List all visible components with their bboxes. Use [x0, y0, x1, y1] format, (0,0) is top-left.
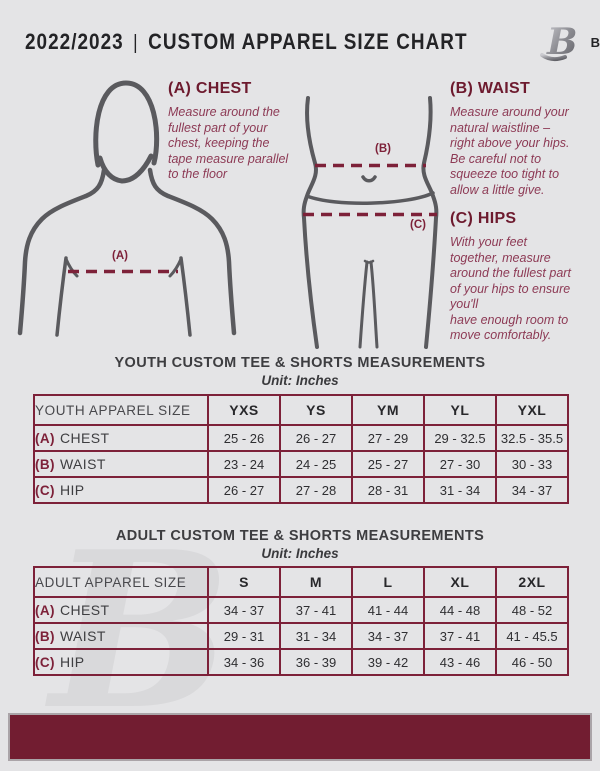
logo-swoosh [539, 53, 567, 62]
brand-name: BREAKAWAY [591, 35, 600, 50]
column-header: YS [279, 394, 353, 426]
row-name: CHEST [59, 602, 110, 618]
row-prefix: (B) [35, 457, 55, 472]
cell-value: 37 - 41 [423, 622, 497, 650]
column-header: YXL [495, 394, 569, 426]
cell-value: 29 - 32.5 [423, 424, 497, 452]
row-label: (B) WAIST [33, 450, 209, 478]
row-name: WAIST [59, 628, 106, 644]
cell-value: 26 - 27 [279, 424, 353, 452]
cell-value: 27 - 29 [351, 424, 425, 452]
cell-value: 31 - 34 [423, 476, 497, 504]
cell-value: 44 - 48 [423, 596, 497, 624]
cell-value: 34 - 37 [351, 622, 425, 650]
column-header: M [279, 566, 353, 598]
logo-letter: B [546, 21, 577, 63]
adult-section-title: ADULT CUSTOM TEE & SHORTS MEASUREMENTS [115, 528, 485, 544]
waist-guide: (B) WAIST Measure around your natural wa… [450, 80, 592, 198]
chest-description: Measure around the fullest part of your … [168, 105, 289, 181]
title-text: CUSTOM APPAREL SIZE CHART [148, 29, 468, 54]
season-text: 2022/2023 [25, 29, 124, 54]
row-label: (C) HIP [33, 648, 209, 676]
table-header-row: YOUTH APPAREL SIZE YXS YS YM YL YXL [33, 394, 569, 426]
cell-value: 32.5 - 35.5 [495, 424, 569, 452]
column-header: 2XL [495, 566, 569, 598]
cell-value: 41 - 44 [351, 596, 425, 624]
row-prefix: (C) [35, 655, 55, 670]
youth-unit-label: Unit: Inches [261, 373, 339, 388]
cell-value: 34 - 36 [207, 648, 281, 676]
row-label: (B) WAIST [33, 622, 209, 650]
brand-logo: B BREAKAWAY [539, 21, 600, 63]
hips-heading: (C) HIPS [450, 210, 517, 227]
table-row: (A) CHEST 25 - 26 26 - 27 27 - 29 29 - 32… [33, 424, 569, 452]
adult-size-table: ADULT APPAREL SIZE S M L XL 2XL (A) CHEST… [33, 566, 569, 676]
cell-value: 25 - 27 [351, 450, 425, 478]
row-label: (A) CHEST [33, 596, 209, 624]
cell-value: 36 - 39 [279, 648, 353, 676]
cell-value: 29 - 31 [207, 622, 281, 650]
youth-section-title: YOUTH CUSTOM TEE & SHORTS MEASUREMENTS [114, 355, 486, 371]
waist-description: Measure around your natural waistline – … [450, 105, 570, 197]
chest-guide: (A) CHEST Measure around the fullest par… [168, 80, 318, 183]
adult-unit-label: Unit: Inches [261, 546, 339, 561]
cell-value: 23 - 24 [207, 450, 281, 478]
row-name: HIP [59, 482, 85, 498]
table-row: (B) WAIST 23 - 24 24 - 25 25 - 27 27 - 30… [33, 450, 569, 478]
header: 2022/2023 | CUSTOM APPAREL SIZE CHART B BR… [25, 21, 600, 63]
table-header-row: ADULT APPAREL SIZE S M L XL 2XL [33, 566, 569, 598]
cell-value: 31 - 34 [279, 622, 353, 650]
cell-value: 24 - 25 [279, 450, 353, 478]
row-label: (A) CHEST [33, 424, 209, 452]
table-row: (C) HIP 34 - 36 36 - 39 39 - 42 43 - 46 4… [33, 648, 569, 676]
column-header: YM [351, 394, 425, 426]
cell-value: 30 - 33 [495, 450, 569, 478]
footer-bar [8, 713, 592, 761]
row-prefix: (C) [35, 483, 55, 498]
waist-marker-label: (B) [375, 143, 391, 155]
column-header: S [207, 566, 281, 598]
cell-value: 27 - 30 [423, 450, 497, 478]
cell-value: 37 - 41 [279, 596, 353, 624]
column-header: L [351, 566, 425, 598]
table-row: (B) WAIST 29 - 31 31 - 34 34 - 37 37 - 41… [33, 622, 569, 650]
page-title: 2022/2023 | CUSTOM APPAREL SIZE CHART [25, 29, 468, 55]
cell-value: 26 - 27 [207, 476, 281, 504]
column-header: XL [423, 566, 497, 598]
row-prefix: (A) [35, 603, 55, 618]
cell-value: 46 - 50 [495, 648, 569, 676]
cell-value: 41 - 45.5 [495, 622, 569, 650]
row-name: WAIST [59, 456, 106, 472]
cell-value: 43 - 46 [423, 648, 497, 676]
chest-heading: (A) CHEST [168, 80, 252, 97]
row-label: (C) HIP [33, 476, 209, 504]
hips-marker-label: (C) [410, 219, 426, 231]
column-header: YOUTH APPAREL SIZE [33, 394, 209, 426]
cell-value: 39 - 42 [351, 648, 425, 676]
hips-description: With your feet together, measure around … [450, 235, 571, 342]
cell-value: 34 - 37 [495, 476, 569, 504]
cell-value: 28 - 31 [351, 476, 425, 504]
waist-heading: (B) WAIST [450, 80, 531, 97]
column-header: ADULT APPAREL SIZE [33, 566, 209, 598]
column-header: YXS [207, 394, 281, 426]
title-divider: | [133, 32, 139, 54]
youth-size-table: YOUTH APPAREL SIZE YXS YS YM YL YXL (A) C… [33, 394, 569, 504]
row-prefix: (A) [35, 431, 55, 446]
row-name: CHEST [59, 430, 110, 446]
column-header: YL [423, 394, 497, 426]
row-name: HIP [59, 654, 85, 670]
cell-value: 34 - 37 [207, 596, 281, 624]
cell-value: 25 - 26 [207, 424, 281, 452]
table-row: (C) HIP 26 - 27 27 - 28 28 - 31 31 - 34 3… [33, 476, 569, 504]
row-prefix: (B) [35, 629, 55, 644]
cell-value: 27 - 28 [279, 476, 353, 504]
breakaway-logo-icon: B [539, 21, 577, 63]
table-row: (A) CHEST 34 - 37 37 - 41 41 - 44 44 - 48… [33, 596, 569, 624]
chest-marker-label: (A) [112, 250, 128, 262]
hips-guide: (C) HIPS With your feet together, measur… [450, 210, 595, 344]
cell-value: 48 - 52 [495, 596, 569, 624]
